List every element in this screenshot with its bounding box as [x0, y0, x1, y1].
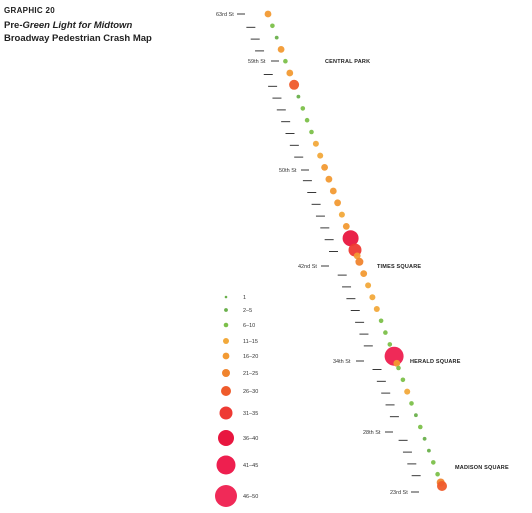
crash-dot: [360, 270, 368, 277]
legend-swatch: [223, 338, 229, 344]
street-labels: 63rd St 59th St 50th St 42nd St 34th St …: [216, 12, 419, 496]
crash-dot: [270, 23, 275, 29]
street-label-50th: 50th St: [279, 168, 297, 174]
crash-dot: [304, 117, 310, 123]
crash-dot: [286, 69, 294, 77]
crash-dot: [437, 481, 447, 491]
crash-dot: [342, 223, 350, 230]
crash-dot: [321, 164, 328, 171]
crash-dot: [283, 58, 288, 64]
crash-dot: [393, 359, 401, 367]
crash-dot: [329, 187, 337, 195]
map-title-line-1: Pre-Green Light for Midtown: [4, 20, 132, 31]
legend-label: 21–25: [243, 371, 258, 377]
street-label-59th: 59th St: [248, 59, 266, 65]
crash-dot: [317, 152, 324, 159]
legend-label: 41–45: [243, 463, 258, 469]
crash-dot: [409, 401, 414, 406]
crash-dots: [264, 10, 447, 491]
crash-dot: [353, 252, 361, 260]
crash-dot: [342, 230, 359, 247]
legend-label: 36–40: [243, 436, 258, 442]
legend-label: 11–15: [243, 339, 258, 345]
crash-dot: [378, 318, 384, 324]
title-prefix: Pre-: [4, 20, 23, 31]
crash-dot: [264, 10, 272, 18]
legend-swatch: [223, 322, 229, 328]
crash-dot: [404, 388, 411, 395]
street-label-28th: 28th St: [363, 430, 381, 436]
crash-dot: [383, 330, 388, 335]
crash-dot: [309, 129, 314, 135]
crash-dot: [289, 79, 300, 90]
legend-swatch: [222, 352, 230, 360]
landmark-herald-square: HERALD SQUARE: [410, 359, 461, 365]
landmark-labels: CENTRAL PARK TIMES SQUARE HERALD SQUARE …: [325, 59, 509, 471]
street-label-23rd: 23rd St: [390, 490, 408, 496]
legend-swatch: [218, 430, 234, 446]
legend-swatch: [215, 485, 237, 507]
street-ticks: [246, 26, 421, 477]
legend-label: 16–20: [243, 354, 258, 360]
legend-label: 6–10: [243, 323, 255, 329]
legend-swatch: [221, 386, 231, 396]
legend-swatch: [224, 295, 228, 299]
legend-swatch: [222, 369, 230, 377]
crash-dot: [365, 282, 372, 289]
crash-dot: [338, 211, 345, 218]
crash-dot: [414, 413, 418, 418]
crash-dot: [296, 94, 301, 99]
crash-dot: [325, 175, 333, 183]
street-label-42nd: 42nd St: [298, 264, 317, 270]
legend-label: 26–30: [243, 389, 258, 395]
legend-swatch: [224, 308, 228, 312]
graphic-number-label: GRAPHIC 20: [4, 6, 56, 15]
street-label-34th: 34th St: [333, 359, 351, 365]
crash-dot: [369, 294, 376, 301]
landmark-central-park: CENTRAL PARK: [325, 59, 370, 65]
crash-dot: [387, 342, 393, 347]
crash-dot: [373, 306, 380, 312]
legend-label: 1: [243, 295, 246, 301]
crash-dot: [400, 377, 406, 383]
legend-label: 46–50: [243, 494, 258, 500]
street-label-63rd: 63rd St: [216, 12, 234, 18]
landmark-times-square: TIMES SQUARE: [377, 264, 421, 270]
crash-dot: [422, 436, 427, 441]
legend-swatch: [219, 406, 233, 420]
crash-dot: [355, 257, 364, 266]
crash-dot: [334, 199, 341, 207]
title-program-name: Green Light for Midtown: [22, 20, 133, 31]
legend-label: 2–5: [243, 308, 252, 314]
crash-dot: [396, 365, 401, 371]
legend-label: 31–35: [243, 411, 258, 417]
crash-dot: [418, 424, 423, 430]
crash-dot: [274, 35, 279, 40]
legend-swatch: [216, 455, 236, 475]
crash-dot: [431, 460, 436, 465]
crash-dot: [435, 471, 440, 477]
crash-dot: [427, 448, 431, 453]
crash-dot: [300, 106, 306, 111]
crash-dot: [277, 46, 285, 53]
crash-count-legend: 1 2–5 6–10 11–15 16–20 21–25 26–30 31–35 36–40 41…: [215, 295, 258, 507]
map-title-line-2: Broadway Pedestrian Crash Map: [4, 33, 152, 44]
crash-dot: [312, 140, 319, 147]
landmark-madison-square: MADISON SQUARE: [455, 465, 509, 471]
